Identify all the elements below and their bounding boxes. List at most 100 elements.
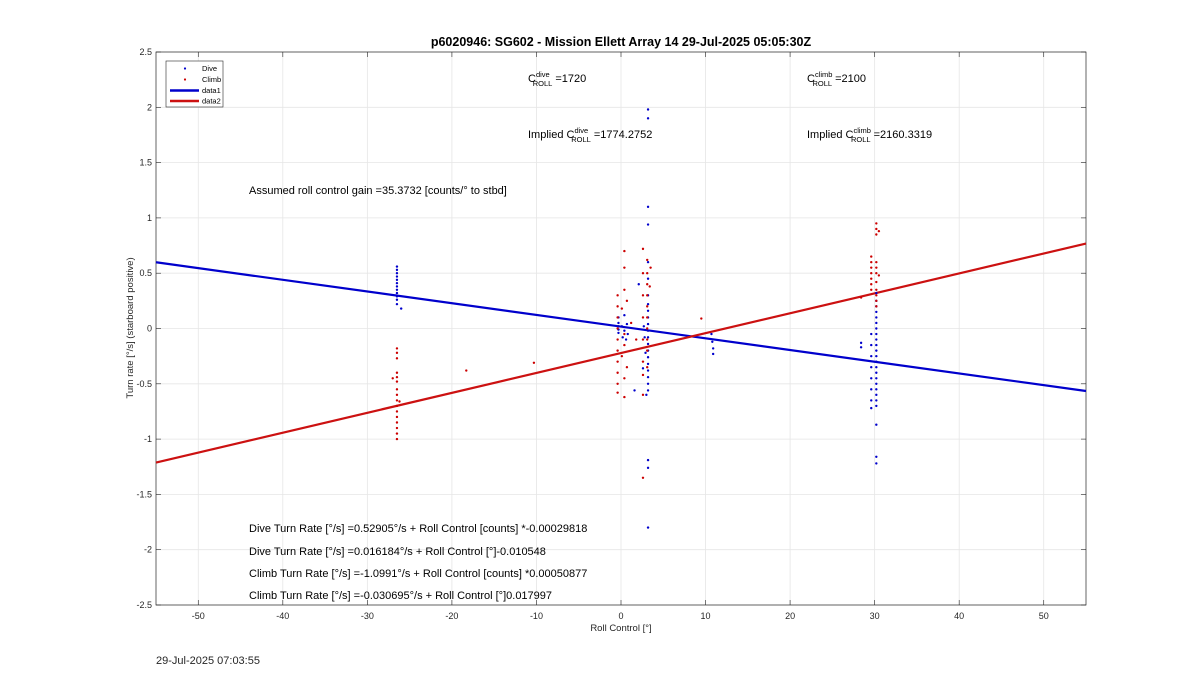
annotation-climb-eq-counts: Climb Turn Rate [°/s] =-1.0991°/s + Roll… [249, 568, 587, 580]
dive-point [395, 302, 399, 306]
dive-point [395, 288, 399, 291]
dive-point [870, 388, 873, 391]
annotation-implied-c-roll-climb: Implied Cclimb ROLL =2160.3319 [807, 126, 932, 144]
dive-point [875, 310, 878, 314]
dive-point [870, 343, 873, 347]
dive-point [870, 399, 873, 402]
annotation-climb-eq-degrees: Climb Turn Rate [°/s] =-0.030695°/s + Ro… [249, 590, 552, 602]
annotation-c-roll-dive: Cdive ROLL =1720 [528, 70, 586, 88]
dive-point [641, 367, 645, 370]
dive-point [646, 336, 650, 339]
dive-point [646, 205, 650, 209]
dive-point [875, 377, 878, 380]
annotation-dive-eq-counts: Dive Turn Rate [°/s] =0.52905°/s + Roll … [249, 523, 587, 535]
climb-point [646, 338, 649, 341]
dive-point [646, 375, 650, 379]
climb-point [620, 307, 624, 310]
axes-box [155, 51, 1087, 606]
legend: Dive Climb data1 data2 [165, 60, 224, 108]
climb-point [646, 316, 649, 319]
climb-point [616, 391, 619, 394]
dive-point [646, 302, 650, 306]
dive-point [646, 362, 650, 366]
dive-point [870, 354, 873, 358]
dive-point [646, 369, 650, 372]
climb-point [870, 255, 873, 258]
dive-point [642, 325, 646, 328]
dive-point [875, 354, 878, 358]
dive-point [646, 277, 650, 280]
footer-timestamp: 29-Jul-2025 07:03:55 [156, 655, 260, 667]
dive-point [646, 260, 650, 264]
y-tick-label: -1 [144, 434, 152, 444]
dive-point [625, 322, 629, 326]
dive-point [637, 283, 640, 286]
dive-point [626, 332, 629, 336]
y-tick-label: -2 [144, 545, 152, 555]
climb-point [649, 266, 652, 269]
climb-point [641, 272, 645, 275]
dive-point [875, 332, 878, 336]
y-tick-label: -0.5 [136, 379, 152, 389]
dive-point [395, 268, 399, 272]
x-tick-label: 20 [785, 611, 795, 621]
legend-climb-marker [183, 78, 187, 81]
y-tick-label: 1.5 [139, 158, 152, 168]
x-tick-label: 50 [1039, 611, 1049, 621]
climb-point [870, 272, 873, 275]
dive-point [395, 285, 399, 288]
y-tick-label: 0 [147, 324, 152, 334]
climb-point [616, 294, 619, 297]
climb-point [875, 222, 878, 225]
climb-point [875, 266, 878, 269]
climb-point [646, 327, 649, 330]
dive-point [395, 265, 399, 268]
dive-point [395, 291, 399, 295]
dive-point [623, 329, 626, 332]
dive-point [875, 393, 878, 397]
x-tick-label: -30 [361, 611, 374, 621]
y-tick-label: 1 [147, 213, 152, 223]
climb-point [875, 305, 878, 308]
dive-point [646, 309, 650, 313]
x-tick-label: -50 [192, 611, 205, 621]
dive-point [646, 458, 650, 462]
y-tick-label: 2.5 [139, 47, 152, 57]
climb-point [875, 280, 878, 284]
dive-point [711, 347, 715, 350]
dive-point [395, 275, 399, 278]
climb-point [395, 404, 399, 408]
climb-point [623, 288, 626, 291]
dive-point [870, 377, 873, 380]
climb-point [616, 316, 619, 319]
climb-point [395, 410, 399, 413]
dive-point [646, 329, 650, 332]
legend-box [165, 60, 224, 108]
dive-point [875, 388, 878, 391]
climb-point [875, 288, 878, 291]
climb-point [623, 266, 626, 269]
climb-point [646, 366, 649, 369]
dive-point [395, 295, 399, 298]
climb-point [395, 399, 399, 402]
legend-data1-label: data1 [202, 86, 221, 95]
dive-point [875, 371, 878, 374]
x-tick-label: 10 [701, 611, 711, 621]
climb-point [395, 357, 399, 360]
legend-climb-label: Climb [202, 75, 221, 84]
climb-point [623, 343, 626, 347]
climb-point [870, 288, 873, 291]
climb-point [395, 388, 399, 391]
y-tick-label: 2 [147, 102, 152, 112]
x-tick-label: 0 [618, 611, 623, 621]
climb-point [877, 229, 881, 233]
dive-point [646, 322, 650, 326]
climb-point [646, 272, 649, 275]
annotation-roll-gain: Assumed roll control gain =35.3732 [coun… [249, 185, 507, 197]
dive-point [617, 325, 620, 328]
climb-point [646, 294, 649, 297]
climb-point [395, 426, 399, 430]
climb-point [641, 373, 645, 377]
climb-point [646, 349, 649, 352]
